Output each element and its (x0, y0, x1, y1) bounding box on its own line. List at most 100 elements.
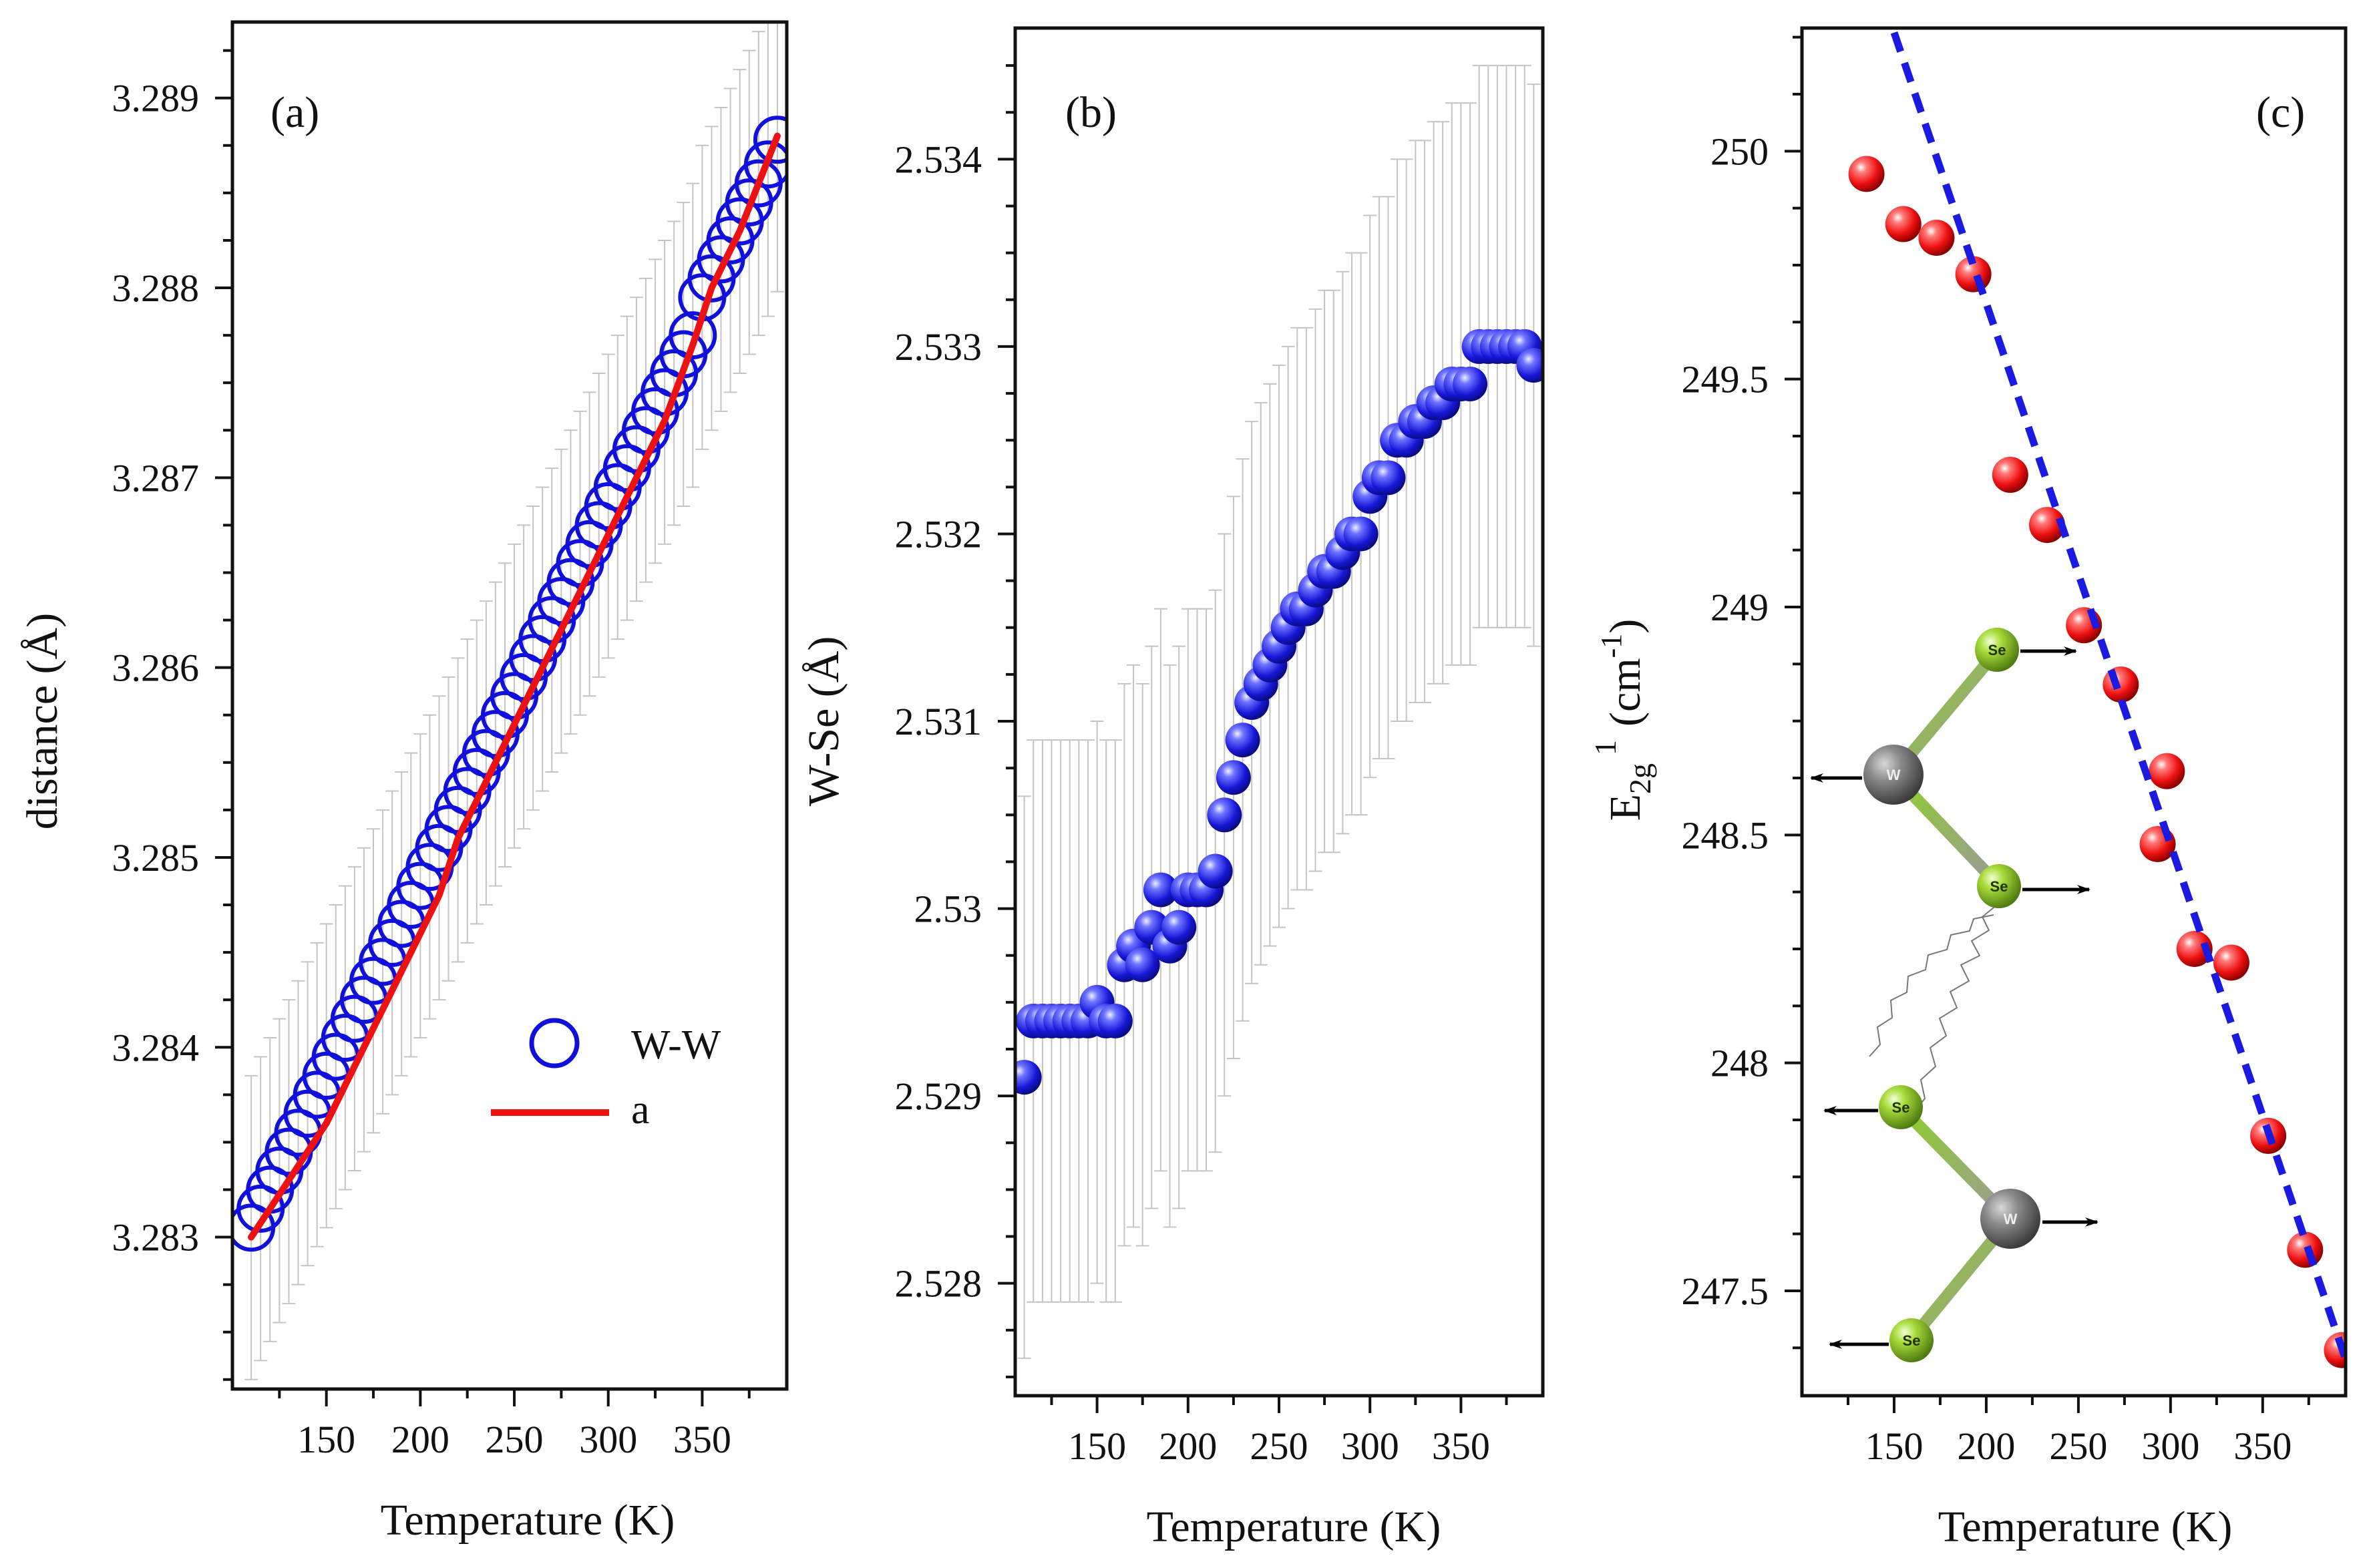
legend-marker-ww (529, 1018, 580, 1068)
x-tick-label: 250 (2049, 1424, 2107, 1468)
atom-se-2: Se (1977, 864, 2090, 908)
panel-a: 150 200 250 300 350 3.283 3.284 3.285 3.286 3.287… (112, 20, 789, 1461)
y-axis-title-c-unit: (cm (1601, 658, 1650, 727)
data-point (1161, 910, 1197, 945)
y-axis-title-c-unit-sup: -1 (1595, 634, 1628, 658)
y-tick-label: 248 (1710, 1042, 1769, 1085)
y-tick-label: 2.528 (895, 1262, 982, 1306)
legend-a: W-W a (491, 1018, 721, 1133)
svg-text:W: W (2004, 1211, 2018, 1227)
x-tick-label: 150 (1068, 1424, 1126, 1468)
data-point (2176, 930, 2213, 967)
y-axis-title-c: E2g1 (cm-1) (1588, 619, 1657, 821)
y-tick-label: 2.533 (895, 325, 982, 369)
y-tick-label: 3.284 (112, 1026, 200, 1069)
x-tick-label: 350 (673, 1418, 731, 1461)
panel-label-b: (b) (1065, 88, 1117, 137)
y-tick-label: 2.534 (895, 138, 982, 181)
y-axis-title-c-main: E (1601, 794, 1650, 821)
data-point (1371, 460, 1406, 496)
data-point (1992, 457, 2028, 494)
y-tick-label: 3.286 (112, 646, 200, 690)
panel-label-c: (c) (2256, 88, 2305, 137)
x-tick-label: 200 (1159, 1424, 1217, 1468)
plot-area (1848, 31, 2346, 1368)
y-axis-title-c-sup: 1 (1588, 740, 1622, 755)
data-point (1097, 1003, 1133, 1038)
data-point (1848, 156, 1885, 192)
plot-frame (230, 20, 789, 1391)
svg-text:E2g1(cm-1): E2g1 (cm-1) (1588, 619, 1657, 821)
x-tick-label: 250 (486, 1418, 544, 1461)
y-tick-label: 247.5 (1682, 1269, 1769, 1313)
x-axis-title-b: Temperature (K) (1147, 1503, 1441, 1551)
x-axis-title-c: Temperature (K) (1938, 1503, 2233, 1551)
svg-text:Se: Se (1988, 642, 2006, 658)
y-tick-label: 249 (1710, 586, 1769, 629)
y-tick-label: 3.288 (112, 266, 200, 310)
data-point (1125, 947, 1160, 982)
plot-frame (1800, 26, 2348, 1398)
atom-w-1: W (1810, 745, 1924, 805)
x-tick-label: 350 (1432, 1424, 1490, 1468)
svg-text:W: W (1887, 767, 1901, 783)
y-axis-title-b: W-Se (Å) (799, 636, 848, 807)
atom-se-1: Se (1975, 628, 2077, 672)
data-point (1885, 206, 1922, 242)
panel-label-a: (a) (270, 88, 319, 137)
y-tick-label: 250 (1710, 130, 1769, 173)
panel-b: 150 200 250 300 350 2.528 2.529 2.53 2.531 2.532 2… (895, 26, 1545, 1468)
y-tick-label: 3.285 (112, 836, 200, 879)
fit-line (1890, 31, 2346, 1361)
data-point (2028, 507, 2065, 544)
atom-w-2: W (1980, 1189, 2099, 1249)
data-point (2139, 825, 2176, 862)
y-tick-label: 3.289 (112, 77, 200, 120)
y-tick-label: 2.532 (895, 512, 982, 556)
data-point (753, 116, 787, 164)
series-line (248, 132, 781, 1241)
legend-label-a: a (631, 1087, 650, 1133)
plot-area (1015, 65, 1543, 1359)
x-tick-label: 150 (297, 1418, 355, 1461)
data-point (1225, 723, 1260, 758)
data-point (1015, 1060, 1042, 1095)
legend-label-ww: W-W (631, 1022, 721, 1068)
data-point (1918, 220, 1955, 256)
x-axis-title-a: Temperature (K) (381, 1496, 675, 1545)
y-tick-label: 3.287 (112, 456, 200, 500)
x-tick-label: 350 (2233, 1424, 2292, 1468)
y-tick-label: 248.5 (1682, 813, 1769, 857)
x-tick-label: 150 (1865, 1424, 1923, 1468)
data-point (1143, 872, 1178, 908)
svg-text:Se: Se (1903, 1332, 1921, 1349)
atom-se-3: Se (1823, 1085, 1923, 1129)
x-tick-label: 300 (579, 1418, 637, 1461)
y-axis-title-a: distance (Å) (18, 613, 67, 829)
data-point (1453, 367, 1488, 402)
y-axis-title-c-close: ) (1601, 619, 1650, 634)
x-tick-label: 200 (1957, 1424, 2015, 1468)
vibration-mode-inset: Se W Se Se W Se (1810, 628, 2099, 1362)
y-tick-label: 2.529 (895, 1074, 982, 1118)
data-point (1343, 516, 1379, 552)
data-point (1198, 853, 1233, 889)
data-point (2213, 944, 2249, 981)
wavy-connector (1869, 904, 1998, 1114)
data-point (1516, 347, 1543, 383)
svg-text:Se: Se (1990, 878, 2008, 895)
y-tick-label: 3.283 (112, 1216, 200, 1259)
x-tick-label: 300 (2141, 1424, 2199, 1468)
y-axis-title-c-sub: 2g (1623, 763, 1657, 794)
data-point (1207, 797, 1242, 833)
data-point (743, 140, 787, 189)
data-point (1216, 760, 1251, 795)
panel-c: 150 200 250 300 350 247.5 248 248.5 249 249.5 250 (1682, 26, 2348, 1468)
x-tick-label: 250 (1250, 1424, 1308, 1468)
plot-area (232, 22, 787, 1380)
y-tick-label: 2.531 (895, 700, 982, 743)
x-tick-label: 200 (391, 1418, 449, 1461)
y-tick-label: 249.5 (1682, 358, 1769, 401)
data-point (2149, 753, 2185, 789)
